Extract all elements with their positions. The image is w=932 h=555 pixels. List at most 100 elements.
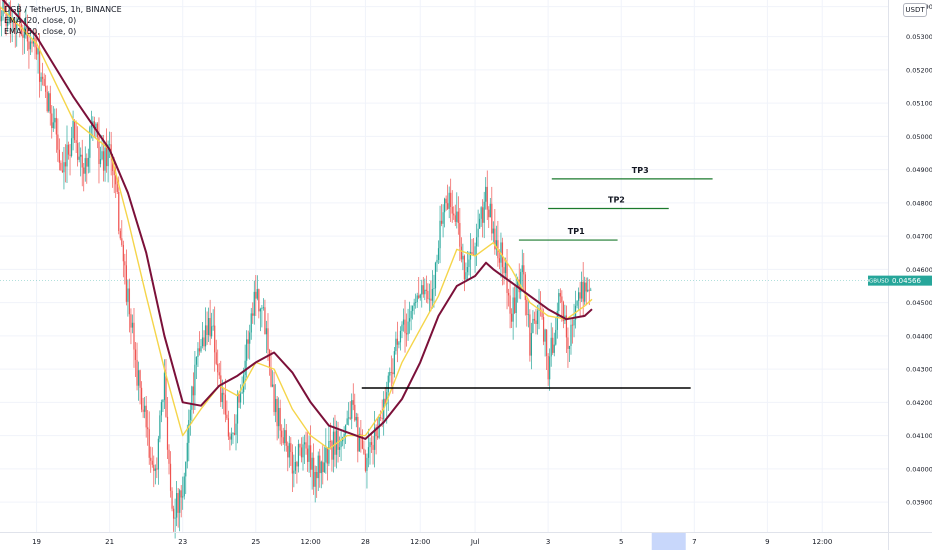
candle-body[interactable] — [186, 442, 188, 462]
candle-body[interactable] — [511, 313, 513, 322]
candle-body[interactable] — [542, 317, 545, 342]
candle-body[interactable] — [209, 318, 211, 337]
candle-body[interactable] — [256, 289, 258, 299]
candle-body[interactable] — [401, 324, 403, 331]
candle-body[interactable] — [55, 117, 57, 135]
candle-body[interactable] — [233, 432, 236, 435]
candle-body[interactable] — [142, 409, 144, 412]
candle-body[interactable] — [549, 356, 551, 380]
candle-body[interactable] — [457, 211, 459, 224]
candle-body[interactable] — [319, 455, 321, 474]
candle-body[interactable] — [77, 142, 79, 160]
candle-body[interactable] — [197, 348, 199, 357]
candle-body[interactable] — [253, 291, 255, 316]
candle-body[interactable] — [407, 321, 409, 335]
candle-body[interactable] — [565, 315, 568, 338]
candle-body[interactable] — [495, 240, 497, 250]
candle-body[interactable] — [553, 344, 555, 353]
candle-body[interactable] — [60, 162, 62, 171]
candle-body[interactable] — [311, 457, 313, 470]
candle-body[interactable] — [204, 325, 207, 347]
candle-body[interactable] — [492, 228, 494, 234]
candle-body[interactable] — [587, 289, 589, 292]
candle-body[interactable] — [390, 372, 392, 373]
candle-body[interactable] — [38, 48, 41, 82]
candle-body[interactable] — [395, 338, 397, 352]
candle-body[interactable] — [578, 292, 580, 301]
candle-body[interactable] — [288, 443, 290, 458]
candle-body[interactable] — [133, 322, 135, 350]
candle-body[interactable] — [125, 265, 127, 302]
candle-body[interactable] — [66, 144, 68, 167]
candle-body[interactable] — [87, 157, 89, 167]
candle-body[interactable] — [322, 461, 324, 473]
candle-body[interactable] — [323, 462, 325, 473]
candle-body[interactable] — [408, 318, 411, 322]
candle-body[interactable] — [515, 286, 517, 314]
candle-body[interactable] — [172, 508, 175, 519]
candle-body[interactable] — [52, 122, 54, 129]
candle-body[interactable] — [22, 34, 24, 38]
candle-body[interactable] — [176, 493, 178, 518]
candle-body[interactable] — [128, 288, 131, 315]
candle-body[interactable] — [456, 211, 458, 222]
candle-body[interactable] — [488, 209, 490, 218]
candle-body[interactable] — [124, 261, 126, 266]
candle-body[interactable] — [70, 138, 73, 156]
candle-body[interactable] — [14, 22, 16, 30]
candle-body[interactable] — [2, 0, 4, 17]
candle-body[interactable] — [42, 76, 44, 79]
candle-body[interactable] — [185, 461, 187, 477]
candle-body[interactable] — [208, 318, 210, 335]
candle-body[interactable] — [389, 372, 391, 376]
candle-body[interactable] — [349, 417, 351, 419]
candle-body[interactable] — [373, 427, 376, 450]
candle-body[interactable] — [183, 476, 185, 497]
candle-body[interactable] — [517, 279, 519, 287]
candle-body[interactable] — [98, 136, 100, 165]
candle-body[interactable] — [86, 158, 88, 167]
candle-body[interactable] — [37, 48, 39, 55]
candle-body[interactable] — [136, 359, 138, 386]
candle-body[interactable] — [308, 445, 310, 462]
candle-body[interactable] — [320, 461, 322, 474]
candle-body[interactable] — [166, 416, 169, 450]
candle-body[interactable] — [460, 246, 462, 260]
candle-body[interactable] — [466, 267, 469, 273]
candle-body[interactable] — [437, 248, 440, 260]
candle-body[interactable] — [418, 295, 420, 298]
candle-body[interactable] — [58, 149, 60, 163]
candle-body[interactable] — [299, 444, 301, 448]
candle-body[interactable] — [431, 289, 434, 301]
candle-body[interactable] — [107, 144, 109, 167]
candle-body[interactable] — [585, 282, 587, 292]
candle-body[interactable] — [558, 293, 560, 311]
candle-body[interactable] — [0, 6, 1, 22]
candle-body[interactable] — [474, 246, 476, 255]
candle-body[interactable] — [165, 372, 167, 417]
candle-body[interactable] — [177, 493, 179, 513]
candle-body[interactable] — [352, 400, 354, 405]
candle-body[interactable] — [285, 430, 287, 446]
candle-body[interactable] — [119, 230, 121, 239]
candle-body[interactable] — [262, 307, 265, 309]
candle-body[interactable] — [198, 348, 201, 352]
candle-body[interactable] — [130, 314, 132, 328]
candle-body[interactable] — [483, 201, 485, 223]
candle-body[interactable] — [305, 442, 307, 449]
candle-body[interactable] — [273, 384, 275, 413]
candle-body[interactable] — [180, 490, 182, 498]
candle-body[interactable] — [570, 324, 572, 346]
candle-body[interactable] — [179, 490, 181, 513]
candle-body[interactable] — [145, 405, 147, 428]
candle-body[interactable] — [355, 416, 357, 421]
candle-body[interactable] — [264, 307, 266, 335]
candle-body[interactable] — [348, 417, 350, 419]
candle-body[interactable] — [51, 113, 53, 129]
candle-body[interactable] — [556, 310, 558, 330]
candle-body[interactable] — [189, 409, 191, 421]
candle-body[interactable] — [102, 151, 105, 171]
candle-body[interactable] — [567, 337, 569, 349]
candle-body[interactable] — [530, 333, 532, 356]
candle-body[interactable] — [463, 255, 466, 280]
